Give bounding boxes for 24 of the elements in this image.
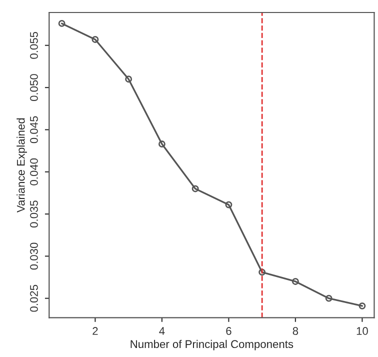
y-tick-label: 0.035	[30, 200, 38, 228]
point	[58, 20, 66, 27]
y-tick-label: 0.050	[30, 74, 38, 102]
x-tick-label: 10	[356, 327, 368, 335]
point	[192, 185, 199, 192]
y-tick-label: 0.055	[30, 32, 38, 59]
point	[125, 76, 132, 83]
x-axis-title: Number of Principal Components	[130, 340, 294, 350]
point	[325, 294, 332, 302]
y-tick-label: 0.045	[30, 116, 38, 144]
y-tick-label: 0.040	[30, 158, 38, 186]
point	[292, 278, 299, 285]
point	[225, 201, 232, 208]
y-tick-label: 0.030	[30, 242, 38, 270]
point	[258, 268, 266, 276]
point	[358, 302, 366, 310]
x-tick-label: 6	[226, 327, 232, 335]
point	[158, 140, 166, 148]
point	[92, 36, 99, 43]
x-tick-label: 2	[92, 327, 98, 335]
x-tick-label: 8	[292, 327, 298, 335]
y-tick-label: 0.025	[30, 284, 38, 312]
y-axis-title: Variance Explained	[16, 118, 27, 213]
x-tick-label: 4	[159, 327, 165, 335]
